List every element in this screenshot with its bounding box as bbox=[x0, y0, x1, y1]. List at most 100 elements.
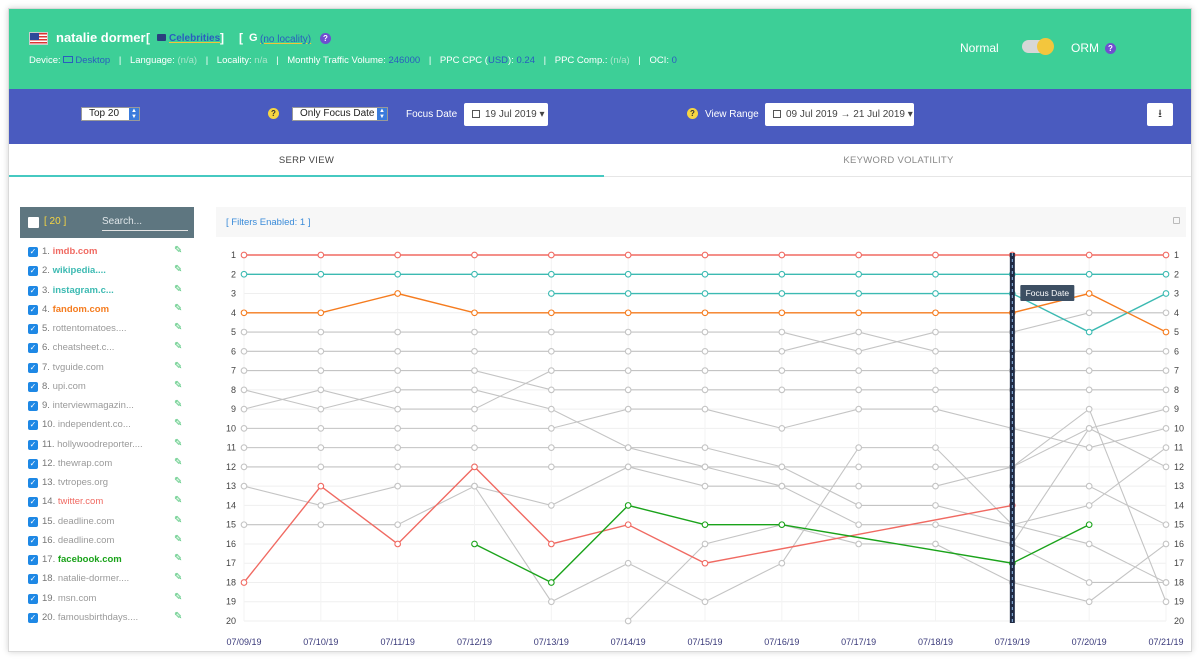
sidebar-search-input[interactable] bbox=[102, 213, 188, 231]
item-checkbox[interactable]: ✓ bbox=[28, 478, 38, 488]
edit-icon[interactable]: ✎ bbox=[174, 322, 183, 333]
lock-icon[interactable] bbox=[1173, 217, 1180, 224]
locality-link[interactable]: (no locality) bbox=[260, 34, 312, 45]
list-item[interactable]: ✓ 16. deadline.com ✎ bbox=[28, 533, 188, 549]
orm-help-icon[interactable]: ? bbox=[1105, 43, 1116, 54]
edit-icon[interactable]: ✎ bbox=[174, 283, 183, 295]
item-checkbox[interactable]: ✓ bbox=[28, 324, 38, 334]
item-domain[interactable]: 3. instagram.c... bbox=[42, 285, 167, 296]
mode-toggle[interactable] bbox=[1022, 38, 1054, 55]
item-domain[interactable]: 2. wikipedia.... bbox=[42, 265, 167, 276]
item-domain[interactable]: 1. imdb.com bbox=[42, 246, 167, 257]
item-checkbox[interactable]: ✓ bbox=[28, 555, 38, 565]
list-item[interactable]: ✓ 7. tvguide.com ✎ bbox=[28, 360, 188, 376]
item-domain[interactable]: 17. facebook.com bbox=[42, 554, 167, 565]
edit-icon[interactable]: ✎ bbox=[174, 456, 183, 468]
edit-icon[interactable]: ✎ bbox=[174, 418, 183, 430]
list-item[interactable]: ✓ 18. natalie-dormer.... ✎ bbox=[28, 572, 188, 587]
item-checkbox[interactable]: ✓ bbox=[28, 381, 38, 392]
edit-icon[interactable]: ✎ bbox=[174, 360, 183, 372]
item-checkbox[interactable]: ✓ bbox=[28, 304, 38, 315]
item-checkbox[interactable]: ✓ bbox=[28, 439, 38, 450]
list-item[interactable]: ✓ 5. rottentomatoes.... ✎ bbox=[28, 322, 188, 337]
edit-icon[interactable]: ✎ bbox=[174, 399, 183, 410]
item-domain[interactable]: 8. upi.com bbox=[42, 381, 167, 392]
item-checkbox[interactable]: ✓ bbox=[28, 593, 38, 604]
item-checkbox[interactable]: ✓ bbox=[28, 535, 38, 546]
item-domain[interactable]: 5. rottentomatoes.... bbox=[42, 323, 167, 334]
data-point bbox=[1085, 367, 1093, 374]
item-checkbox[interactable]: ✓ bbox=[28, 343, 38, 354]
list-item[interactable]: ✓ 13. tvtropes.org ✎ bbox=[28, 476, 188, 491]
view-range-help-icon[interactable]: ? bbox=[687, 108, 698, 119]
item-domain[interactable]: 20. famousbirthdays.... bbox=[42, 612, 167, 623]
list-item[interactable]: ✓ 3. instagram.c... ✎ bbox=[28, 283, 188, 299]
edit-icon[interactable]: ✎ bbox=[174, 591, 183, 603]
item-checkbox[interactable]: ✓ bbox=[28, 516, 38, 527]
edit-icon[interactable]: ✎ bbox=[174, 476, 183, 487]
list-item[interactable]: ✓ 20. famousbirthdays.... ✎ bbox=[28, 610, 188, 626]
list-item[interactable]: ✓ 15. deadline.com ✎ bbox=[28, 514, 188, 530]
edit-icon[interactable]: ✎ bbox=[174, 245, 183, 256]
tab-keyword-volatility[interactable]: KEYWORD VOLATILITY bbox=[604, 144, 1191, 177]
item-checkbox[interactable]: ✓ bbox=[28, 401, 38, 411]
tab-serp-view[interactable]: SERP VIEW bbox=[9, 144, 604, 177]
item-domain[interactable]: 11. hollywoodreporter.... bbox=[42, 439, 167, 450]
list-item[interactable]: ✓ 4. fandom.com ✎ bbox=[28, 302, 188, 318]
item-domain[interactable]: 7. tvguide.com bbox=[42, 362, 167, 373]
edit-icon[interactable]: ✎ bbox=[174, 553, 183, 564]
item-domain[interactable]: 19. msn.com bbox=[42, 593, 167, 604]
list-item[interactable]: ✓ 12. thewrap.com ✎ bbox=[28, 456, 188, 472]
list-item[interactable]: ✓ 8. upi.com ✎ bbox=[28, 379, 188, 395]
list-item[interactable]: ✓ 17. facebook.com ✎ bbox=[28, 553, 188, 568]
item-checkbox[interactable]: ✓ bbox=[28, 612, 38, 623]
view-range-picker[interactable]: 09 Jul 2019 → 21 Jul 2019 ▾ bbox=[765, 103, 914, 126]
item-domain[interactable]: 16. deadline.com bbox=[42, 535, 167, 546]
edit-icon[interactable]: ✎ bbox=[174, 264, 183, 276]
item-domain[interactable]: 10. independent.co... bbox=[42, 419, 167, 430]
item-checkbox[interactable]: ✓ bbox=[28, 362, 38, 373]
edit-icon[interactable]: ✎ bbox=[174, 610, 183, 622]
item-domain[interactable]: 4. fandom.com bbox=[42, 304, 167, 315]
list-item[interactable]: ✓ 11. hollywoodreporter.... ✎ bbox=[28, 437, 188, 453]
item-domain[interactable]: 14. twitter.com bbox=[42, 496, 167, 507]
filters-enabled-link[interactable]: [ Filters Enabled: 1 ] bbox=[226, 217, 311, 228]
list-item[interactable]: ✓ 6. cheatsheet.c... ✎ bbox=[28, 341, 188, 356]
category-link[interactable]: Celebrities bbox=[157, 33, 220, 44]
list-item[interactable]: ✓ 10. independent.co... ✎ bbox=[28, 418, 188, 433]
item-checkbox[interactable]: ✓ bbox=[28, 266, 38, 277]
list-item[interactable]: ✓ 1. imdb.com ✎ bbox=[28, 245, 188, 260]
edit-icon[interactable]: ✎ bbox=[174, 437, 183, 449]
item-domain[interactable]: 9. interviewmagazin... bbox=[42, 400, 167, 411]
y-tick-label-left: 18 bbox=[226, 577, 236, 587]
select-all-checkbox[interactable] bbox=[28, 217, 39, 228]
item-checkbox[interactable]: ✓ bbox=[28, 285, 38, 296]
item-checkbox[interactable]: ✓ bbox=[28, 497, 38, 508]
edit-icon[interactable]: ✎ bbox=[174, 379, 183, 391]
download-button[interactable]: ⭳ bbox=[1147, 103, 1173, 126]
edit-icon[interactable]: ✎ bbox=[174, 495, 183, 507]
list-item[interactable]: ✓ 14. twitter.com ✎ bbox=[28, 495, 188, 510]
list-item[interactable]: ✓ 9. interviewmagazin... ✎ bbox=[28, 399, 188, 414]
edit-icon[interactable]: ✎ bbox=[174, 302, 183, 314]
edit-icon[interactable]: ✎ bbox=[174, 341, 183, 353]
edit-icon[interactable]: ✎ bbox=[174, 572, 183, 584]
item-domain[interactable]: 13. tvtropes.org bbox=[42, 477, 167, 488]
item-checkbox[interactable]: ✓ bbox=[28, 458, 38, 469]
edit-icon[interactable]: ✎ bbox=[174, 533, 183, 545]
list-item[interactable]: ✓ 19. msn.com ✎ bbox=[28, 591, 188, 607]
item-checkbox[interactable]: ✓ bbox=[28, 574, 38, 585]
item-domain[interactable]: 6. cheatsheet.c... bbox=[42, 342, 167, 353]
item-domain[interactable]: 18. natalie-dormer.... bbox=[42, 573, 167, 584]
item-checkbox[interactable]: ✓ bbox=[28, 247, 38, 257]
focus-filter-select[interactable]: Only Focus Date ▲ ▼ bbox=[292, 107, 388, 121]
item-domain[interactable]: 15. deadline.com bbox=[42, 516, 167, 527]
edit-icon[interactable]: ✎ bbox=[174, 514, 183, 526]
list-item[interactable]: ✓ 2. wikipedia.... ✎ bbox=[28, 264, 188, 279]
locality-help-icon[interactable]: ? bbox=[320, 33, 331, 44]
item-domain[interactable]: 12. thewrap.com bbox=[42, 458, 167, 469]
top-n-select[interactable]: Top 20 ▲ ▼ bbox=[81, 107, 140, 121]
item-checkbox[interactable]: ✓ bbox=[28, 420, 38, 431]
focus-date-picker[interactable]: 19 Jul 2019 ▾ bbox=[464, 103, 548, 126]
focus-help-icon[interactable]: ? bbox=[268, 108, 279, 119]
